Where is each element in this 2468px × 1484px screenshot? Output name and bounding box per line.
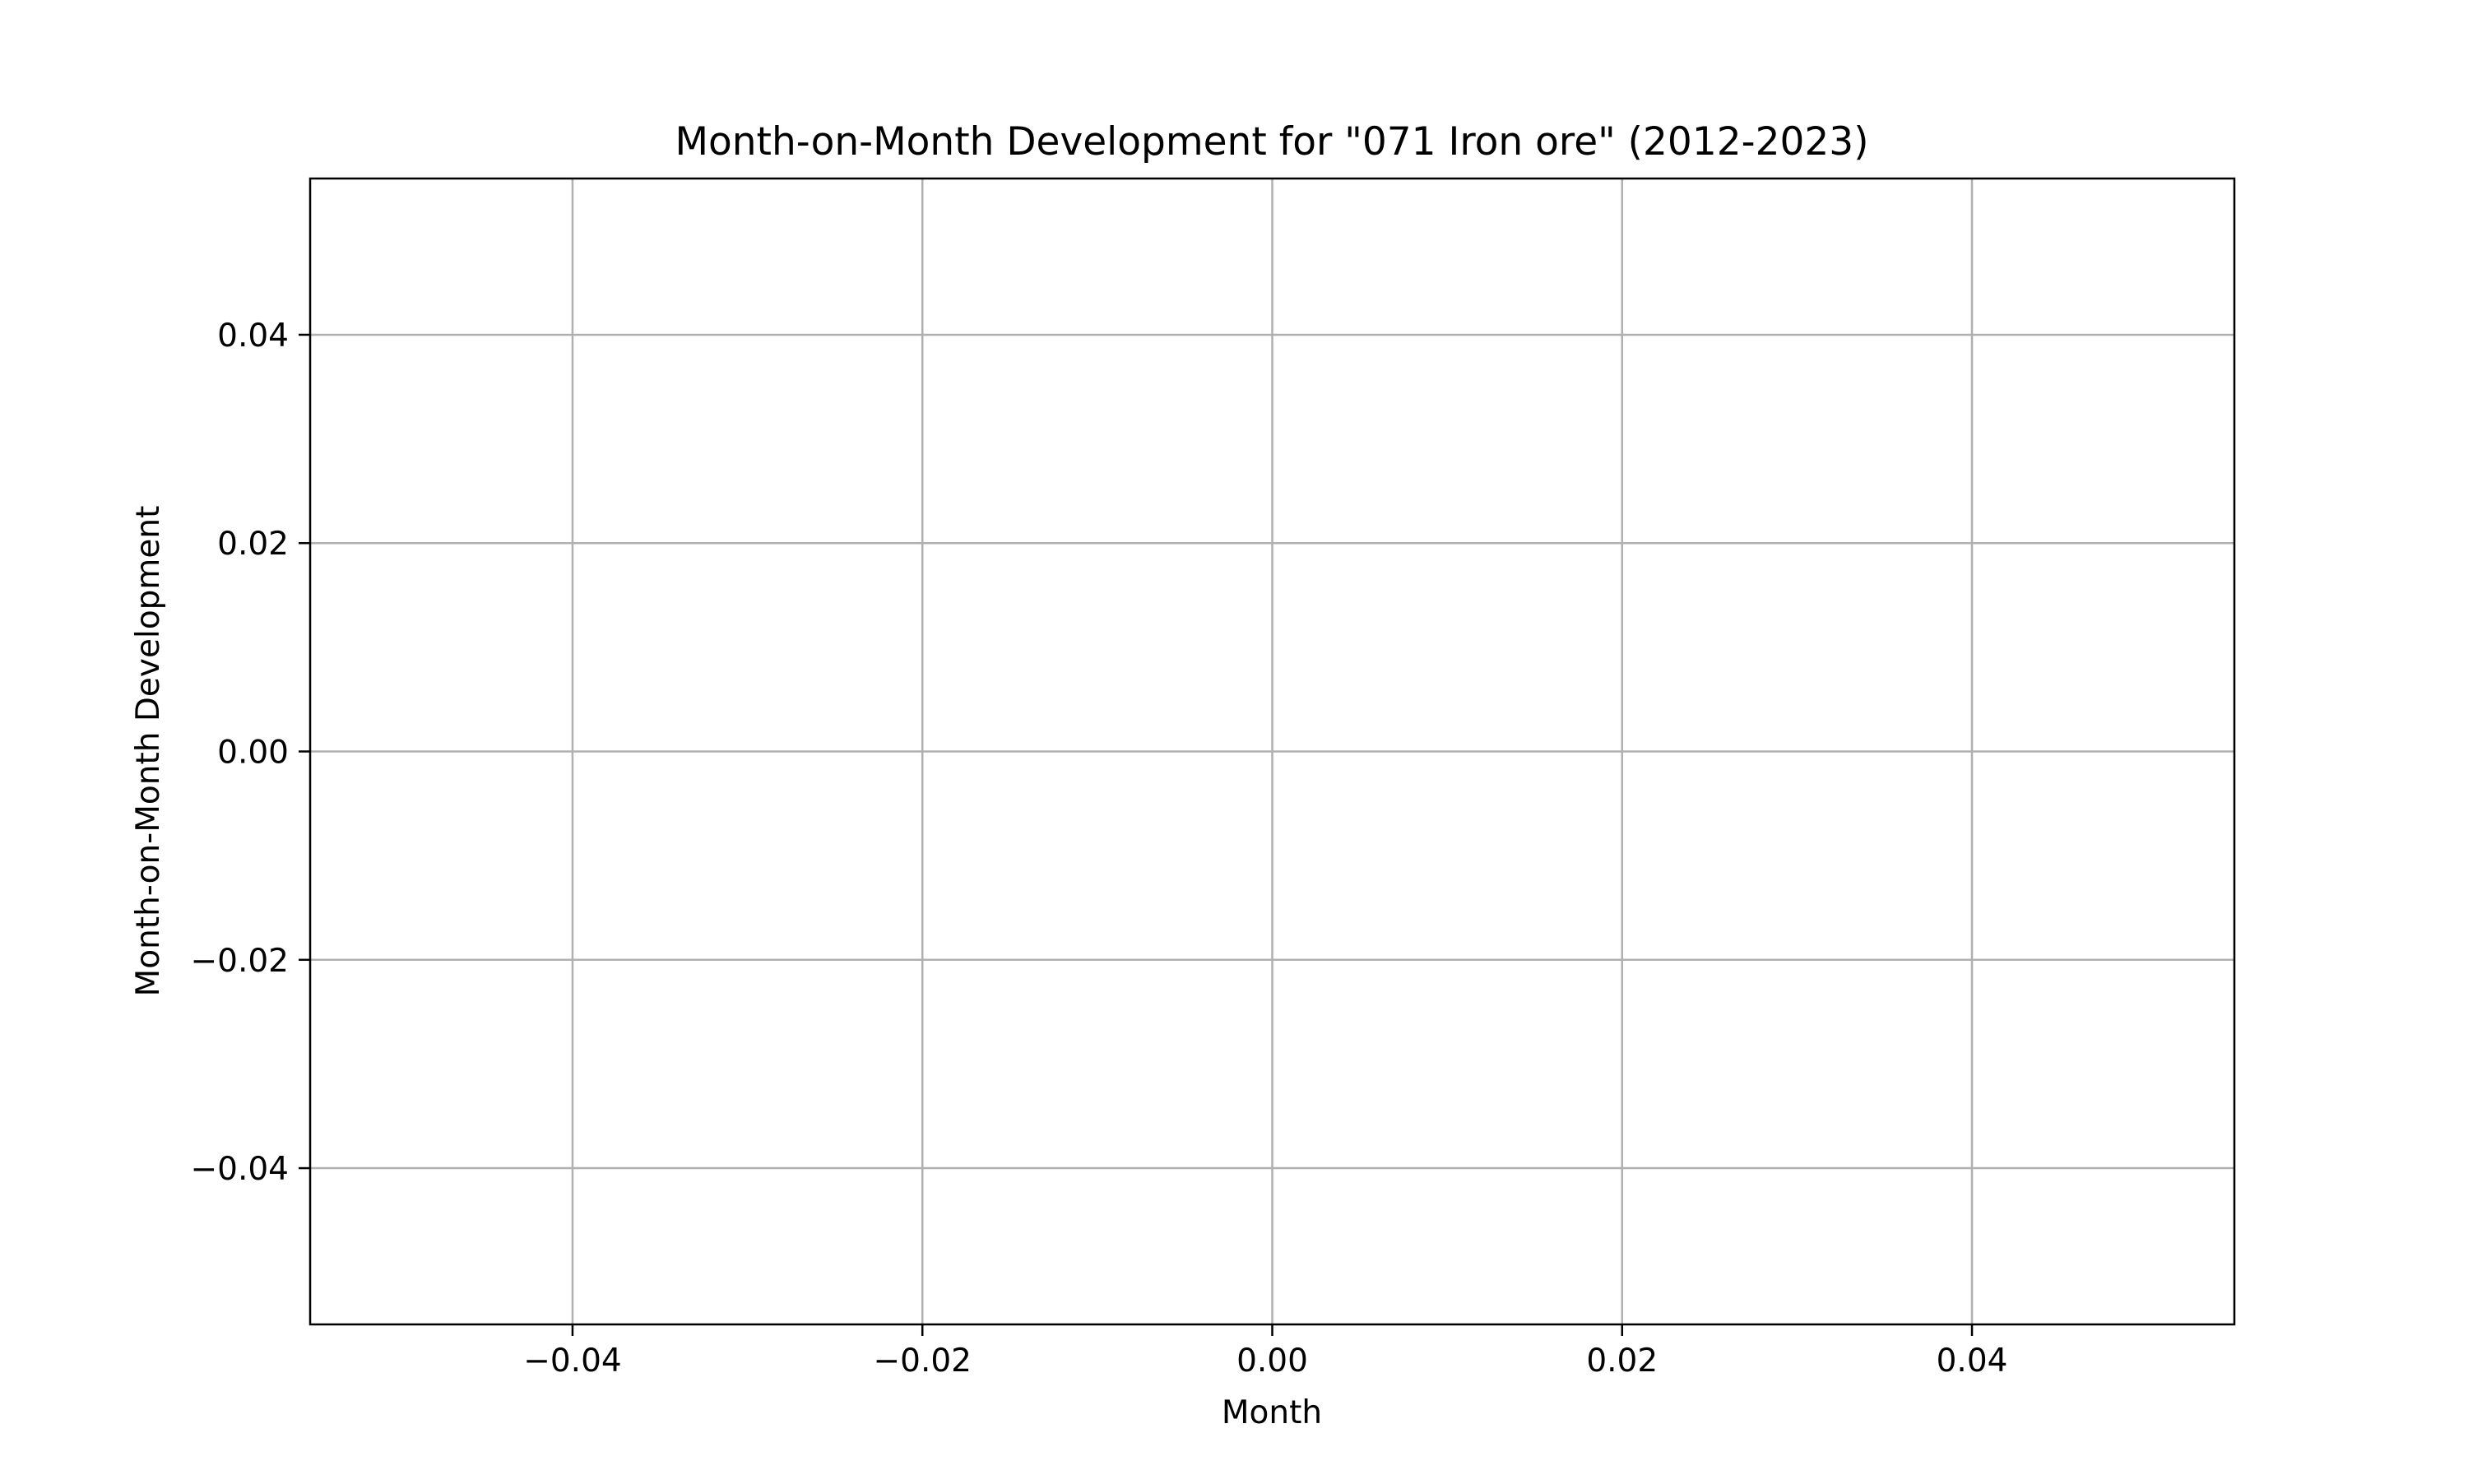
y-tick-label: 0.02 <box>217 526 289 563</box>
x-tick-label: 0.00 <box>1236 1343 1308 1380</box>
y-tick-label: 0.04 <box>217 318 289 355</box>
y-tick-label: −0.02 <box>190 943 289 980</box>
plot-frame <box>308 177 2236 1326</box>
y-tick-label: 0.00 <box>217 735 289 772</box>
tick-layer: −0.04 −0.02 0.00 0.02 0.04 0.04 0.02 0.00 −0.02 −… <box>190 318 2007 1380</box>
chart-title: Month-on-Month Development for "071 Iron… <box>675 119 1868 165</box>
y-axis-label: Month-on-Month Development <box>130 506 167 997</box>
grid-layer <box>310 179 2234 1324</box>
x-tick-label: −0.02 <box>873 1343 972 1380</box>
y-tick-label: −0.04 <box>190 1151 289 1188</box>
x-axis-label: Month <box>1222 1394 1322 1431</box>
x-tick-label: 0.04 <box>1937 1343 2008 1380</box>
x-tick-label: −0.04 <box>523 1343 622 1380</box>
x-tick-label: 0.02 <box>1586 1343 1658 1380</box>
